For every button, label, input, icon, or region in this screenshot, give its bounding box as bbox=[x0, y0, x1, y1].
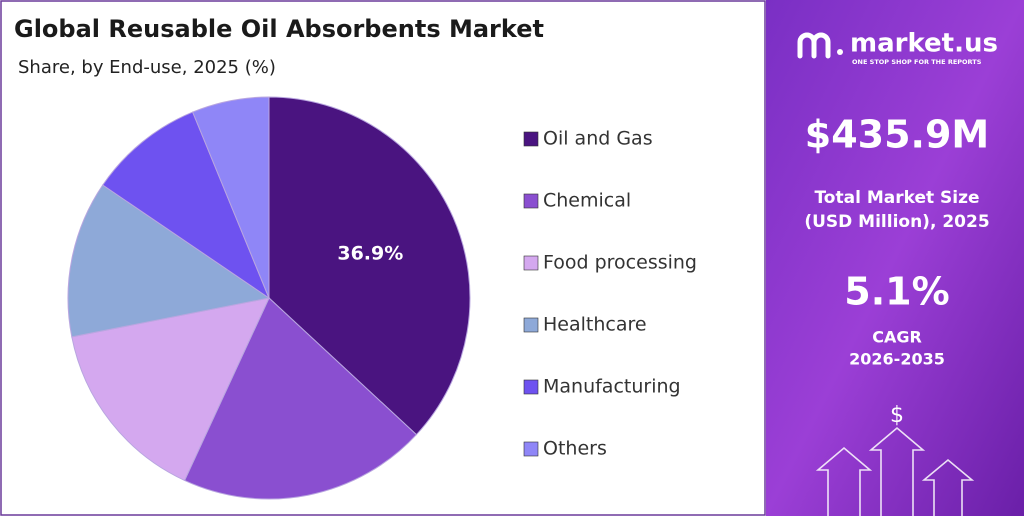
market-size-label: Total Market Size bbox=[814, 188, 979, 208]
pie-slice bbox=[192, 96, 270, 299]
chart-title: Global Reusable Oil Absorbents Market bbox=[14, 15, 544, 43]
brand: market.us bbox=[850, 29, 998, 59]
growth-arrows bbox=[815, 426, 975, 516]
market-size: $435.9M bbox=[805, 113, 989, 157]
arrow bbox=[815, 446, 873, 516]
cagr-label: CAGR bbox=[872, 328, 922, 347]
cagr-label: 2026-2035 bbox=[849, 350, 945, 369]
tagline: ONE STOP SHOP FOR THE REPORTS bbox=[852, 58, 982, 66]
icon-symbol: $ bbox=[890, 403, 904, 428]
pie: 36.9% bbox=[67, 96, 471, 500]
pie-slice bbox=[102, 111, 271, 300]
legend-label: Manufacturing bbox=[543, 376, 681, 398]
side-panel bbox=[766, 0, 1024, 516]
market-size-label: (USD Million), 2025 bbox=[804, 212, 989, 232]
legend-label: Oil and Gas bbox=[543, 128, 653, 150]
pie-slice bbox=[67, 184, 271, 338]
cagr: 5.1% bbox=[844, 270, 949, 314]
arrow bbox=[868, 426, 926, 516]
legend-label: Others bbox=[543, 438, 607, 460]
arrow bbox=[921, 458, 975, 516]
legend-swatch bbox=[523, 131, 539, 147]
legend-swatch bbox=[523, 379, 539, 395]
legend-swatch bbox=[523, 441, 539, 457]
legend-label: Chemical bbox=[543, 190, 631, 212]
legend-label: Food processing bbox=[543, 252, 697, 274]
legend-label: Healthcare bbox=[543, 314, 647, 336]
logo-icon bbox=[797, 32, 831, 59]
pie-slice bbox=[71, 297, 270, 482]
pie-slice bbox=[268, 96, 471, 436]
chart-subtitle: Share, by End-use, 2025 (%) bbox=[18, 57, 276, 78]
pie-slice bbox=[183, 297, 418, 500]
legend: Oil and Gas Chemical Food processing Health… bbox=[523, 128, 697, 460]
legend-swatch bbox=[523, 193, 539, 209]
logo bbox=[797, 32, 843, 59]
logo-dot bbox=[837, 49, 843, 55]
value-label: 36.9% bbox=[337, 242, 403, 264]
legend-swatch bbox=[523, 255, 539, 271]
legend-swatch bbox=[523, 317, 539, 333]
